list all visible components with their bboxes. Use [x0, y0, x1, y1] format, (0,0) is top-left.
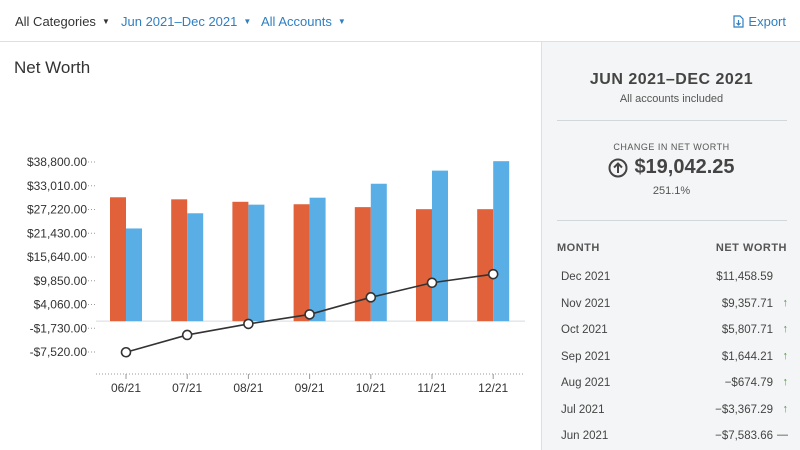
x-tick-label: 07/21: [172, 381, 202, 395]
change-label: CHANGE IN NET WORTH: [613, 142, 730, 152]
x-tick-label: 10/21: [356, 381, 386, 395]
list-item[interactable]: Oct 2021 $5,807.71 ↑: [542, 318, 800, 345]
change-percent: 251.1%: [652, 185, 691, 197]
list-item[interactable]: Jun 2021 −$7,583.66 —: [542, 424, 800, 450]
row-net-worth: $11,458.59: [716, 271, 773, 283]
export-label: Export: [748, 14, 786, 29]
y-tick-label: -$1,730.00: [30, 321, 88, 335]
bar-assets: [432, 170, 448, 322]
net-worth-point: [243, 318, 254, 330]
y-tick-label: $21,430.00: [27, 226, 87, 240]
y-tick-label: $15,640.00: [27, 250, 87, 264]
accounts-filter-dropdown[interactable]: All Accounts ▼: [261, 14, 346, 29]
net-worth-point: [120, 346, 132, 358]
x-tick-label: 09/21: [295, 381, 325, 395]
y-tick-label: $33,010.00: [27, 179, 87, 193]
y-tick-label: $38,800.00: [27, 155, 87, 169]
row-net-worth: −$3,367.29: [715, 403, 773, 416]
row-net-worth: −$7,583.66: [715, 430, 773, 442]
export-icon: [733, 15, 745, 28]
bar-debts: [110, 197, 126, 322]
row-month: Sep 2021: [561, 350, 611, 363]
up-arrow-icon: ↑: [782, 349, 789, 362]
category-filter-dropdown[interactable]: All Categories ▼: [15, 14, 110, 29]
list-item[interactable]: Aug 2021 −$674.79 ↑: [542, 371, 800, 398]
list-item[interactable]: Sep 2021 $1,644.21 ↑: [542, 345, 800, 372]
row-month: Oct 2021: [561, 324, 608, 336]
list-item[interactable]: Nov 2021 $9,357.71 ↑: [542, 292, 800, 319]
row-net-worth: −$674.79: [724, 377, 773, 389]
up-arrow-icon: ↑: [782, 323, 789, 335]
summary-date-range: JUN 2021–DEC 2021: [589, 71, 754, 88]
bar-debts: [416, 209, 432, 322]
row-net-worth: $5,807.71: [721, 324, 773, 336]
up-arrow-icon: ↑: [782, 296, 789, 309]
net-worth-point: [426, 277, 438, 289]
dash-icon: —: [777, 429, 788, 441]
category-filter-label: All Categories: [15, 14, 96, 29]
up-arrow-circle-icon: [608, 158, 628, 177]
list-item[interactable]: Dec 2021 $11,458.59: [542, 265, 800, 292]
list-item[interactable]: Jul 2021 −$3,367.29 ↑: [542, 398, 800, 425]
bar-debts: [293, 204, 310, 322]
chevron-down-icon: ▼: [243, 17, 252, 26]
date-range-dropdown[interactable]: Jun 2021–Dec 2021 ▼: [121, 14, 251, 29]
up-arrow-icon: ↑: [782, 376, 789, 388]
row-month: Nov 2021: [561, 297, 611, 310]
chevron-down-icon: ▼: [337, 17, 346, 26]
bar-debts: [171, 199, 188, 322]
up-arrow-icon: ↑: [782, 402, 789, 415]
net-worth-point: [365, 292, 377, 303]
chart-panel: Net Worth $38,800.00 $33,010.00 $27,220.00…: [0, 42, 541, 450]
x-tick-label: 06/21: [111, 381, 141, 395]
row-month: Jun 2021: [561, 430, 609, 442]
row-month: Jul 2021: [561, 403, 605, 416]
x-tick-label: 12/21: [478, 381, 508, 395]
monthly-list: Dec 2021 $11,458.59 Nov 2021 $9,357.71 ↑ Oct …: [542, 265, 800, 450]
summary-panel: JUN 2021–DEC 2021 All accounts included …: [541, 42, 800, 450]
bar-debts: [232, 201, 249, 322]
y-tick-label: -$7,520.00: [30, 345, 88, 359]
divider: [557, 120, 787, 121]
export-button[interactable]: Export: [733, 14, 786, 29]
bar-debts: [354, 207, 371, 322]
row-net-worth: $9,357.71: [721, 297, 773, 310]
divider: [557, 220, 787, 221]
toolbar: All Categories ▼ Jun 2021–Dec 2021 ▼ All…: [0, 0, 800, 42]
net-worth-point: [304, 309, 315, 320]
month-column-header: MONTH: [557, 242, 600, 254]
date-range-label: Jun 2021–Dec 2021: [121, 14, 238, 29]
bar-assets: [248, 204, 265, 322]
chevron-down-icon: ▼: [101, 17, 110, 26]
bar-assets: [309, 197, 326, 322]
change-value: $19,042.25: [634, 156, 735, 178]
accounts-filter-label: All Accounts: [261, 14, 332, 29]
bar-debts: [477, 209, 494, 322]
x-tick-label: 08/21: [233, 381, 263, 395]
net-worth-point: [487, 268, 499, 280]
row-month: Aug 2021: [561, 377, 611, 389]
y-tick-label: $9,850.00: [34, 274, 88, 288]
chart-title: Net Worth: [14, 58, 91, 77]
row-net-worth: $1,644.21: [721, 350, 773, 363]
y-tick-label: $4,060.00: [34, 298, 88, 312]
row-month: Dec 2021: [561, 271, 611, 283]
bar-assets: [493, 161, 510, 322]
bar-assets: [187, 213, 204, 322]
summary-subtitle: All accounts included: [619, 93, 724, 105]
y-tick-label: $27,220.00: [27, 203, 87, 217]
change-value-row: $19,042.25: [542, 156, 800, 179]
bar-assets: [126, 228, 142, 322]
net-worth-chart: $38,800.00 $33,010.00 $27,220.00 $21,430.00…: [27, 155, 525, 395]
net-worth-point: [181, 329, 193, 341]
net-worth-column-header: NET WORTH: [715, 242, 787, 254]
bar-assets: [370, 183, 387, 322]
x-tick-label: 11/21: [417, 381, 446, 395]
